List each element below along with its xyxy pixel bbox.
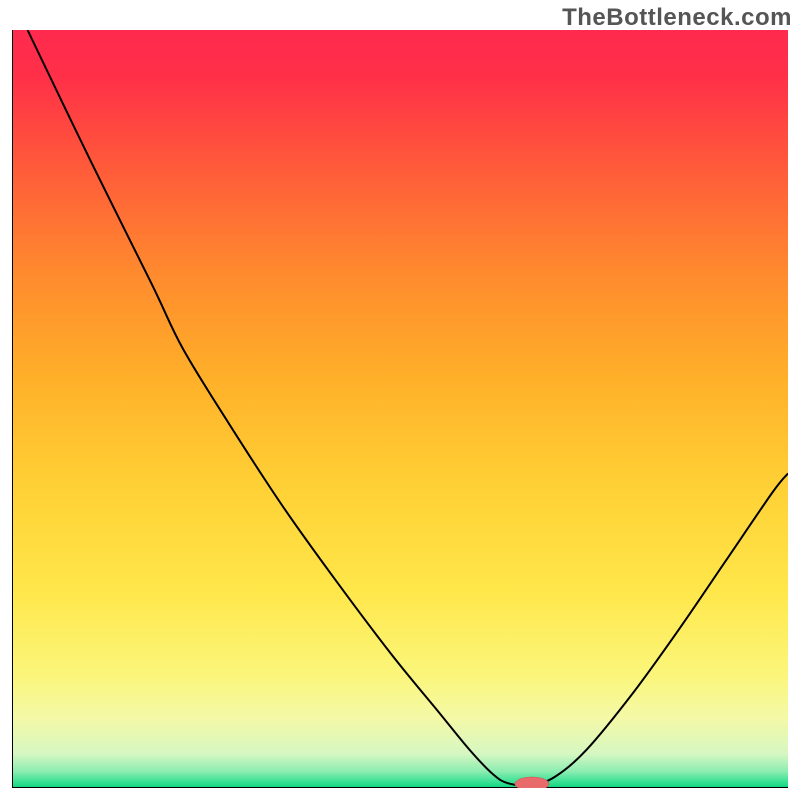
bottleneck-chart bbox=[12, 30, 788, 788]
chart-background bbox=[12, 30, 788, 788]
watermark-text: TheBottleneck.com bbox=[562, 4, 792, 32]
chart-svg bbox=[12, 30, 788, 788]
page-root: TheBottleneck.com bbox=[0, 0, 800, 800]
